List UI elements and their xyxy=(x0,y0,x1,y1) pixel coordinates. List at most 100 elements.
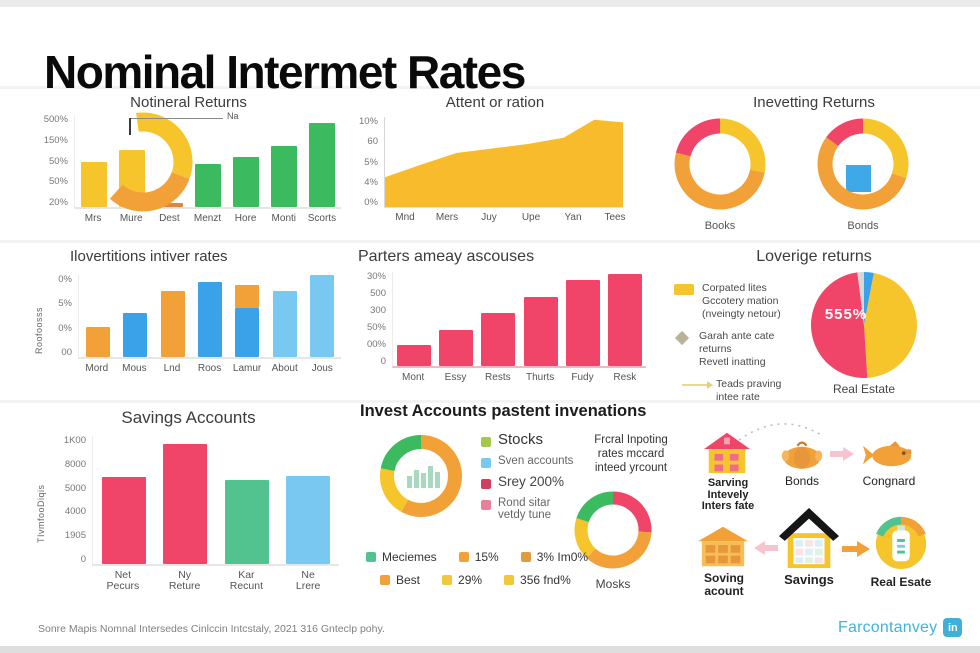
panel-parters: Parters ameay ascouses 30% 500 300 50% 00% 0 M… xyxy=(350,246,650,396)
x-label: Fudy xyxy=(571,372,594,383)
chart-title: Loverige returns xyxy=(756,248,872,265)
bar-column xyxy=(151,115,189,207)
legend-item: Garah ante cate returns Revetl inatting xyxy=(674,330,810,369)
bar-column xyxy=(154,275,191,357)
legend-text: Meciemes xyxy=(382,550,437,564)
bottom-legend-row: Best 29% 356 fnd% xyxy=(380,573,593,587)
icon-label: Savings xyxy=(784,572,834,587)
legend-text: Stocks xyxy=(498,431,544,448)
panel-notineral-returns: Notineral Returns 500% 150% 50% 50% 20% Mrs Mu… xyxy=(32,92,345,240)
x-label: Mord xyxy=(85,363,109,374)
legend-item: 3% Im0% xyxy=(520,550,588,564)
y-tick: 5000 xyxy=(64,482,86,494)
y-tick: 150% xyxy=(43,134,68,146)
legend-text: Corpated lites xyxy=(702,282,767,294)
legend-item: 356 fnd% xyxy=(504,573,571,587)
y-tick: 0 xyxy=(380,356,386,367)
bar-column xyxy=(266,275,303,357)
legend-text: Teads praving xyxy=(716,378,782,390)
divider xyxy=(0,400,980,403)
legend-swatch xyxy=(481,437,491,447)
y-tick: 0% xyxy=(58,274,72,285)
bar-chart-savings: 1K00 8000 5000 4000 1905 0 Net Pecurs Ny Reture Ka… xyxy=(50,436,339,592)
x-label: Ny Reture xyxy=(168,569,201,592)
x-label: Mrs xyxy=(84,213,102,224)
page-title: Nominal Intermet Rates xyxy=(44,45,526,98)
icon-label: Bonds xyxy=(784,474,820,488)
bar-column xyxy=(477,272,519,366)
note-line: inteed yrcount xyxy=(594,462,668,474)
y-tick: 0 xyxy=(80,553,86,565)
legend-text: Garah ante cate xyxy=(699,330,775,342)
donut-arc-overlay xyxy=(109,112,193,212)
bar-column xyxy=(393,272,435,366)
y-tick: 50% xyxy=(48,176,68,188)
x-label: Lamur xyxy=(232,363,262,374)
legend-swatch xyxy=(504,575,515,585)
legend-item: 29% xyxy=(442,573,482,587)
bar xyxy=(607,273,642,366)
bar xyxy=(101,476,146,564)
brand-name: Farcontanvey xyxy=(838,618,938,636)
pie-caption: Real Estate xyxy=(832,382,896,396)
goldfish-icon xyxy=(863,441,912,467)
icon-label: Real Esate xyxy=(870,575,932,589)
mini-bar-chart-icon xyxy=(407,466,440,488)
legend-swatch xyxy=(366,552,376,562)
legend-text: (nveingty netour) xyxy=(702,308,781,320)
panel-attent-or-ration: Attent or ration 10% 60 5% 4% 0% Mnd Mers Juy Up… xyxy=(348,92,642,240)
y-tick: 5% xyxy=(58,298,72,310)
y-tick: 4% xyxy=(364,176,378,188)
linkedin-icon: in xyxy=(943,618,963,637)
house-orange-icon xyxy=(698,526,748,567)
legend-swatch xyxy=(458,552,469,562)
legend-item: Corpated lites Gccotery mation (nveingty… xyxy=(674,282,810,321)
bar xyxy=(123,312,148,357)
donut-mosks xyxy=(574,491,652,569)
y-axis-label: TIvmfooDiqis xyxy=(36,484,46,544)
legend-item: Teads praving intee rate xyxy=(674,378,810,404)
area-chart-attent: 10% 60 5% 4% 0% Mnd Mers Juy Upe Yan Tees xyxy=(350,117,636,223)
legend-text: Srey 200% xyxy=(498,474,565,489)
legend-text: Best xyxy=(396,573,421,587)
y-tick: 1905 xyxy=(64,530,86,542)
house-pink-icon xyxy=(703,432,751,474)
x-label: Kar Recunt xyxy=(229,569,264,592)
x-label: Ne Lrere xyxy=(295,569,321,592)
area-plot xyxy=(384,117,623,208)
chart-title: Attent or ration xyxy=(445,94,545,111)
bar-column xyxy=(435,272,477,366)
bar-column xyxy=(265,115,303,207)
bar xyxy=(286,475,331,564)
x-label: Hore xyxy=(234,213,257,224)
legend-text: returns xyxy=(699,343,732,355)
legend-item: Srey 200% xyxy=(481,474,578,489)
legend-text: Rond sitar vetdy tune xyxy=(498,497,552,521)
bar xyxy=(565,280,600,366)
bar-column xyxy=(93,436,155,564)
icon-label: Congnard xyxy=(862,474,916,488)
legend-swatch xyxy=(442,575,453,585)
bar-segment xyxy=(235,284,260,308)
divider xyxy=(0,240,980,243)
annotation-line xyxy=(131,118,223,119)
bar-column xyxy=(520,272,562,366)
bar xyxy=(85,326,110,357)
bar xyxy=(157,203,183,207)
arrow-right-orange-icon xyxy=(842,541,870,557)
legend-item: Sven accounts xyxy=(481,455,578,468)
chart-title: Savings Accounts xyxy=(121,408,256,427)
x-label: Dest xyxy=(159,213,180,224)
money-jar-icon xyxy=(875,516,927,569)
bar-column xyxy=(116,275,153,357)
divider xyxy=(0,0,980,7)
x-label: Juy xyxy=(481,212,497,223)
y-tick: 00 xyxy=(61,346,72,358)
bar-chart-parters: 30% 500 300 50% 00% 0 Mont Essy Rests Thurts Fudy R… xyxy=(356,272,646,383)
bar-chart-notineral: 500% 150% 50% 50% 20% Mrs Mure Dest Menzt Hore Mon… xyxy=(34,115,341,224)
bar xyxy=(197,282,222,357)
donut-label: Bonds xyxy=(847,220,879,232)
y-axis-label: Roofoosss xyxy=(34,306,44,354)
bottom-legend-row: Meciemes 15% 3% Im0% xyxy=(366,550,610,564)
